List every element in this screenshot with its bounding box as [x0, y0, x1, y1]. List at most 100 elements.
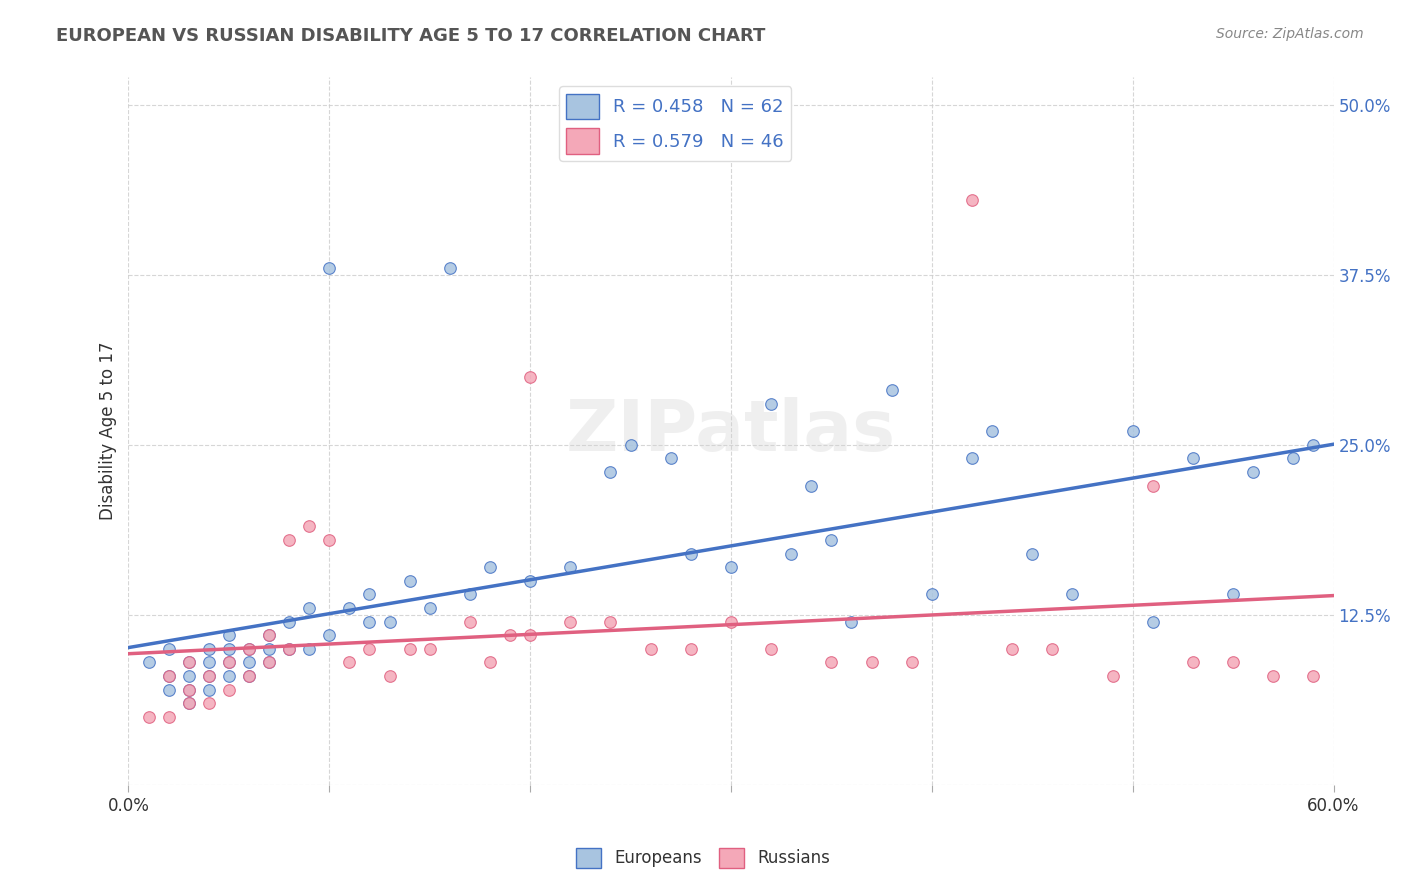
Point [419, 641, 441, 656]
Point [278, 615, 301, 629]
Point [1181, 451, 1204, 466]
Point [1021, 547, 1043, 561]
Point [198, 669, 221, 683]
Point [560, 615, 582, 629]
Point [1142, 615, 1164, 629]
Point [177, 682, 200, 697]
Point [198, 696, 221, 710]
Point [339, 656, 361, 670]
Point [679, 641, 702, 656]
Point [177, 656, 200, 670]
Point [419, 601, 441, 615]
Point [157, 682, 180, 697]
Text: EUROPEAN VS RUSSIAN DISABILITY AGE 5 TO 17 CORRELATION CHART: EUROPEAN VS RUSSIAN DISABILITY AGE 5 TO … [56, 27, 766, 45]
Point [1142, 478, 1164, 492]
Point [257, 628, 280, 642]
Point [177, 669, 200, 683]
Point [278, 641, 301, 656]
Point [278, 641, 301, 656]
Point [439, 260, 461, 275]
Point [218, 682, 240, 697]
Point [359, 587, 381, 601]
Point [599, 615, 621, 629]
Point [198, 641, 221, 656]
Point [1122, 424, 1144, 438]
Point [1302, 438, 1324, 452]
Point [640, 641, 662, 656]
Point [157, 669, 180, 683]
Point [198, 656, 221, 670]
Point [619, 438, 641, 452]
Point [720, 615, 742, 629]
Point [298, 519, 321, 533]
Point [138, 710, 160, 724]
Point [880, 384, 903, 398]
Legend: R = 0.458   N = 62, R = 0.579   N = 46: R = 0.458 N = 62, R = 0.579 N = 46 [560, 87, 792, 161]
Point [238, 669, 260, 683]
Point [157, 669, 180, 683]
Point [900, 656, 922, 670]
Point [478, 560, 501, 574]
Point [458, 587, 481, 601]
Point [921, 587, 943, 601]
Point [398, 574, 420, 588]
Point [298, 601, 321, 615]
Point [218, 641, 240, 656]
Point [1040, 641, 1063, 656]
Point [318, 628, 340, 642]
Point [278, 533, 301, 547]
Point [138, 656, 160, 670]
Point [841, 615, 863, 629]
Point [257, 656, 280, 670]
Point [218, 669, 240, 683]
Point [519, 369, 541, 384]
Point [318, 533, 340, 547]
Point [238, 669, 260, 683]
Point [157, 710, 180, 724]
Point [257, 641, 280, 656]
Text: ZIPatlas: ZIPatlas [567, 397, 896, 466]
Point [820, 533, 842, 547]
Point [800, 478, 823, 492]
Point [519, 574, 541, 588]
Point [398, 641, 420, 656]
Point [478, 656, 501, 670]
Point [960, 193, 983, 207]
Point [519, 628, 541, 642]
Point [560, 560, 582, 574]
Point [257, 656, 280, 670]
Point [1062, 587, 1084, 601]
Point [177, 696, 200, 710]
Point [298, 641, 321, 656]
Point [720, 560, 742, 574]
Point [1302, 669, 1324, 683]
Point [759, 641, 782, 656]
Point [960, 451, 983, 466]
Point [157, 641, 180, 656]
Point [218, 656, 240, 670]
Point [198, 669, 221, 683]
Point [1263, 669, 1285, 683]
Point [318, 260, 340, 275]
Point [981, 424, 1004, 438]
Point [238, 656, 260, 670]
Point [1222, 656, 1244, 670]
Point [599, 465, 621, 479]
Point [177, 696, 200, 710]
Point [1222, 587, 1244, 601]
Point [359, 641, 381, 656]
Point [359, 615, 381, 629]
Point [1001, 641, 1024, 656]
Point [238, 641, 260, 656]
Point [1181, 656, 1204, 670]
Point [378, 615, 401, 629]
Point [860, 656, 883, 670]
Point [820, 656, 842, 670]
Point [378, 669, 401, 683]
Point [257, 628, 280, 642]
Point [218, 656, 240, 670]
Text: Source: ZipAtlas.com: Source: ZipAtlas.com [1216, 27, 1364, 41]
Point [759, 397, 782, 411]
Point [218, 628, 240, 642]
Legend: Europeans, Russians: Europeans, Russians [569, 841, 837, 875]
